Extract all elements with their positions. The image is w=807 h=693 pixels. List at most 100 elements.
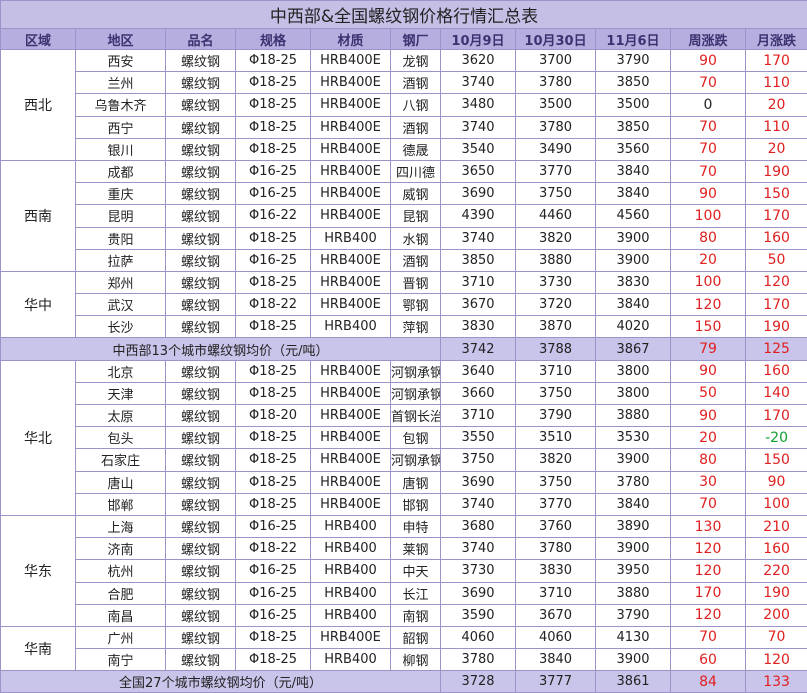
text-cell: HRB400E xyxy=(311,626,391,648)
text-cell: HRB400E xyxy=(311,183,391,205)
price-cell: 100 xyxy=(746,493,807,515)
text-cell: 兰州 xyxy=(76,72,166,94)
text-cell: Φ18-25 xyxy=(236,360,311,382)
price-cell: 120 xyxy=(671,560,746,582)
text-cell: HRB400E xyxy=(311,50,391,72)
text-cell: HRB400E xyxy=(311,160,391,182)
price-cell: 70 xyxy=(671,116,746,138)
column-header: 10月30日 xyxy=(516,29,596,50)
title-row: 中西部&全国螺纹钢价格行情汇总表 xyxy=(1,1,807,29)
text-cell: 广州 xyxy=(76,626,166,648)
price-cell: 170 xyxy=(746,405,807,427)
price-cell: 4560 xyxy=(596,205,671,227)
column-header: 材质 xyxy=(311,29,391,50)
text-cell: 龙钢 xyxy=(391,50,441,72)
price-cell: 0 xyxy=(671,94,746,116)
text-cell: 螺纹钢 xyxy=(166,183,236,205)
price-cell: 3730 xyxy=(516,271,596,293)
price-cell: 3780 xyxy=(516,72,596,94)
price-cell: 3790 xyxy=(596,604,671,626)
price-cell: 120 xyxy=(746,271,807,293)
text-cell: 昆钢 xyxy=(391,205,441,227)
text-cell: 韶钢 xyxy=(391,626,441,648)
text-cell: 上海 xyxy=(76,515,166,537)
price-cell: 4130 xyxy=(596,626,671,648)
text-cell: 河钢承钢 xyxy=(391,360,441,382)
price-cell: 170 xyxy=(746,50,807,72)
column-header: 月涨跌 xyxy=(746,29,807,50)
text-cell: 螺纹钢 xyxy=(166,626,236,648)
text-cell: 八钢 xyxy=(391,94,441,116)
text-cell: HRB400 xyxy=(311,560,391,582)
text-cell: HRB400E xyxy=(311,138,391,160)
text-cell: 长江 xyxy=(391,582,441,604)
price-cell: 150 xyxy=(746,183,807,205)
price-cell: 3830 xyxy=(441,316,516,338)
price-cell: 4460 xyxy=(516,205,596,227)
summary-value: 3788 xyxy=(516,338,596,360)
summary-label: 全国27个城市螺纹钢均价（元/吨） xyxy=(1,671,441,693)
price-cell: 3780 xyxy=(516,116,596,138)
price-cell: 3500 xyxy=(516,94,596,116)
text-cell: 银川 xyxy=(76,138,166,160)
text-cell: 螺纹钢 xyxy=(166,360,236,382)
price-cell: 3720 xyxy=(516,294,596,316)
price-cell: 20 xyxy=(671,427,746,449)
text-cell: Φ18-20 xyxy=(236,405,311,427)
price-cell: 4060 xyxy=(441,626,516,648)
text-cell: 中天 xyxy=(391,560,441,582)
price-cell: 100 xyxy=(671,205,746,227)
text-cell: 拉萨 xyxy=(76,249,166,271)
text-cell: Φ18-25 xyxy=(236,471,311,493)
text-cell: 螺纹钢 xyxy=(166,493,236,515)
text-cell: Φ18-25 xyxy=(236,116,311,138)
text-cell: 威钢 xyxy=(391,183,441,205)
text-cell: 螺纹钢 xyxy=(166,205,236,227)
text-cell: HRB400E xyxy=(311,116,391,138)
text-cell: 邯钢 xyxy=(391,493,441,515)
price-cell: 170 xyxy=(746,294,807,316)
price-cell: 3830 xyxy=(516,560,596,582)
price-cell: 190 xyxy=(746,582,807,604)
text-cell: 晋钢 xyxy=(391,271,441,293)
price-cell: 3750 xyxy=(516,382,596,404)
region-cell: 华北 xyxy=(1,360,76,515)
summary-value: 133 xyxy=(746,671,807,693)
text-cell: 长沙 xyxy=(76,316,166,338)
summary-value: 3777 xyxy=(516,671,596,693)
summary-value: 3728 xyxy=(441,671,516,693)
text-cell: 酒钢 xyxy=(391,116,441,138)
price-cell: 3900 xyxy=(596,249,671,271)
price-cell: 3500 xyxy=(596,94,671,116)
text-cell: 螺纹钢 xyxy=(166,316,236,338)
price-cell: 190 xyxy=(746,160,807,182)
text-cell: 合肥 xyxy=(76,582,166,604)
summary-label: 中西部13个城市螺纹钢均价（元/吨） xyxy=(1,338,441,360)
text-cell: Φ16-25 xyxy=(236,560,311,582)
text-cell: 申特 xyxy=(391,515,441,537)
price-cell: 3530 xyxy=(596,427,671,449)
price-cell: 70 xyxy=(671,493,746,515)
text-cell: 螺纹钢 xyxy=(166,227,236,249)
text-cell: 螺纹钢 xyxy=(166,405,236,427)
price-cell: 3770 xyxy=(516,160,596,182)
text-cell: 螺纹钢 xyxy=(166,449,236,471)
price-cell: 20 xyxy=(671,249,746,271)
text-cell: 太原 xyxy=(76,405,166,427)
price-cell: 3540 xyxy=(441,138,516,160)
text-cell: 螺纹钢 xyxy=(166,582,236,604)
price-cell: 120 xyxy=(671,538,746,560)
text-cell: 莱钢 xyxy=(391,538,441,560)
price-cell: 3560 xyxy=(596,138,671,160)
region-cell: 华南 xyxy=(1,626,76,670)
text-cell: HRB400E xyxy=(311,205,391,227)
summary-value: 84 xyxy=(671,671,746,693)
text-cell: 南昌 xyxy=(76,604,166,626)
